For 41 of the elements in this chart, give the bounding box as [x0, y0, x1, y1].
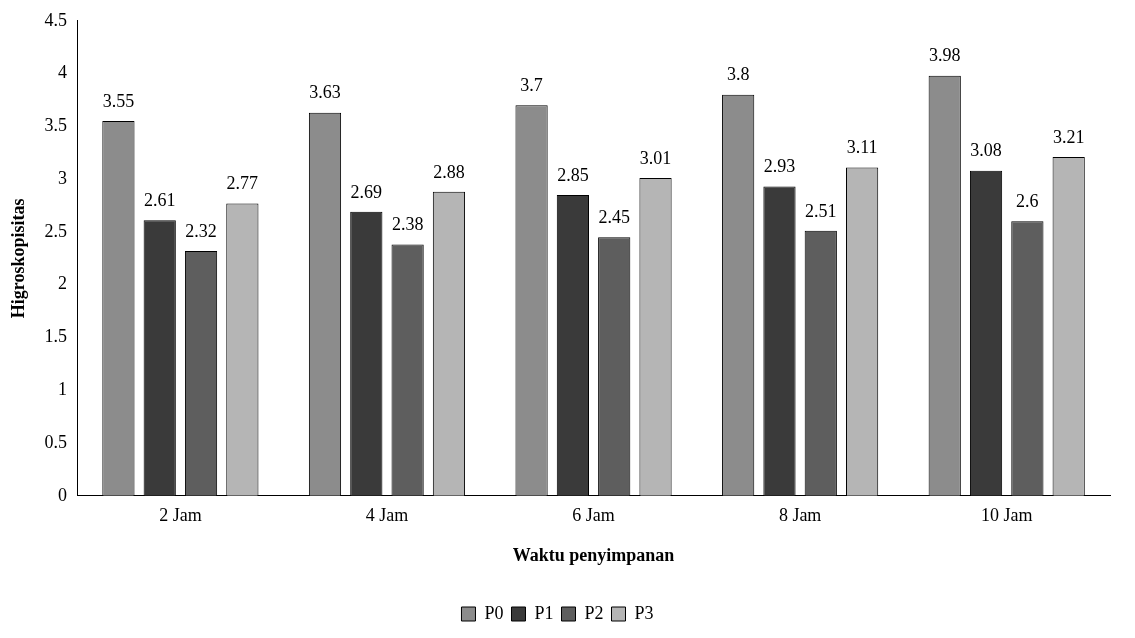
- data-label: 2.77: [226, 173, 259, 194]
- y-tick-label: 4.5: [44, 9, 68, 30]
- y-tick-label: 3.5: [44, 115, 68, 136]
- data-label: 2.6: [1016, 191, 1039, 212]
- data-label: 2.45: [598, 206, 630, 227]
- x-tick-label: 10 Jam: [980, 505, 1033, 526]
- legend-label: P1: [534, 602, 554, 623]
- data-label: 3.63: [309, 82, 341, 103]
- legend-label: P2: [584, 602, 604, 623]
- data-label: 3.55: [102, 90, 135, 111]
- data-label: 3.11: [846, 137, 878, 158]
- x-tick-label: 8 Jam: [778, 505, 822, 526]
- data-label: 2.61: [143, 190, 176, 211]
- x-tick-label: 4 Jam: [365, 505, 409, 526]
- data-label: 2.51: [805, 200, 837, 221]
- data-label: 3.98: [928, 45, 961, 66]
- data-label: 3.08: [970, 140, 1002, 161]
- y-tick-label: 0.5: [44, 431, 68, 452]
- y-tick-label: 0: [58, 484, 68, 505]
- x-axis-title: Waktu penyimpanan: [512, 544, 675, 565]
- y-tick-label: 4: [58, 62, 68, 83]
- legend-label: P3: [634, 602, 654, 623]
- data-label: 2.85: [557, 164, 589, 185]
- y-tick-label: 1.5: [44, 326, 68, 347]
- y-tick-label: 2.5: [44, 220, 68, 241]
- data-label: 3.7: [520, 74, 543, 95]
- y-axis-title: Higroskopisitas: [8, 198, 29, 319]
- data-label: 2.38: [391, 214, 424, 235]
- legend-label: P0: [484, 602, 504, 623]
- data-label: 2.93: [763, 156, 796, 177]
- data-label: 3.8: [726, 64, 750, 85]
- data-label: 2.88: [433, 161, 465, 182]
- y-tick-label: 3: [58, 167, 68, 188]
- data-label: 3.21: [1052, 126, 1085, 147]
- x-tick-label: 6 Jam: [572, 505, 615, 526]
- x-tick-label: 2 Jam: [159, 505, 202, 526]
- data-label: 2.69: [350, 181, 383, 202]
- y-tick-label: 2: [58, 273, 68, 294]
- data-label: 2.32: [185, 220, 217, 241]
- data-label: 3.01: [639, 147, 672, 168]
- y-tick-label: 1: [58, 378, 68, 399]
